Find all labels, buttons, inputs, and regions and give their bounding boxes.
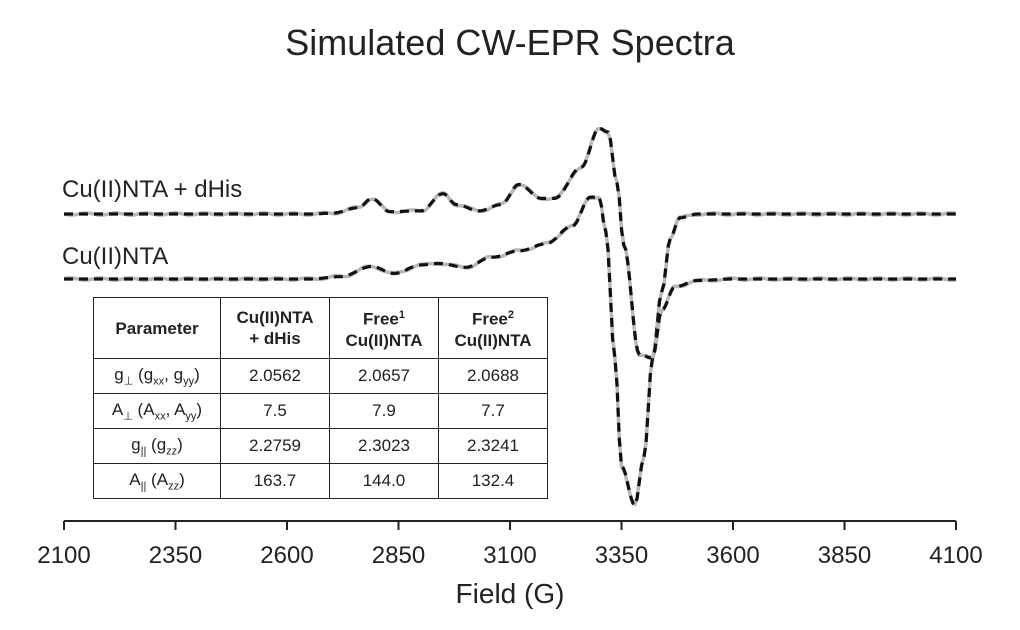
table-cell: 144.0 bbox=[329, 463, 439, 499]
x-tick-label: 3350 bbox=[595, 542, 648, 569]
series-simulated-0 bbox=[64, 126, 956, 360]
x-tick-label: 2600 bbox=[260, 542, 313, 569]
row-label: g⊥ (gxx, gyy) bbox=[93, 358, 221, 394]
table-cell: 7.9 bbox=[329, 393, 439, 429]
series-label-dhis: Cu(II)NTA + dHis bbox=[62, 176, 243, 203]
x-tick-label: 3600 bbox=[706, 542, 759, 569]
header-free-1: Free1 Cu(II)NTA bbox=[329, 297, 439, 359]
table-cell: 2.0688 bbox=[438, 358, 548, 394]
table-row: g|| (gzz) 2.2759 2.3023 2.3241 bbox=[93, 428, 548, 464]
table-row: g⊥ (gxx, gyy) 2.0562 2.0657 2.0688 bbox=[93, 358, 548, 394]
x-tick-label: 3100 bbox=[483, 542, 536, 569]
series-simulated-1 bbox=[64, 195, 956, 507]
table-header-row: Parameter Cu(II)NTA + dHis Free1 Cu(II)NTA… bbox=[93, 297, 548, 359]
x-tick-label: 2100 bbox=[37, 542, 90, 569]
table-cell: 2.3023 bbox=[329, 428, 439, 464]
chart-title: Simulated CW-EPR Spectra bbox=[285, 22, 735, 63]
table-cell: 132.4 bbox=[438, 463, 548, 499]
table-cell: 7.7 bbox=[438, 393, 548, 429]
header-free-2: Free2 Cu(II)NTA bbox=[438, 297, 548, 359]
x-tick-label: 2350 bbox=[149, 542, 202, 569]
spectra bbox=[63, 126, 957, 507]
series-label-free: Cu(II)NTA bbox=[62, 243, 169, 270]
x-tick-label: 3850 bbox=[818, 542, 871, 569]
table-cell: 2.3241 bbox=[438, 428, 548, 464]
table-cell: 2.0562 bbox=[220, 358, 330, 394]
header-dhis: Cu(II)NTA + dHis bbox=[220, 297, 330, 359]
table-cell: 2.2759 bbox=[220, 428, 330, 464]
x-axis-label: Field (G) bbox=[455, 578, 565, 609]
x-tick-label: 2850 bbox=[372, 542, 425, 569]
parameter-table: Parameter Cu(II)NTA + dHis Free1 Cu(II)NTA… bbox=[93, 297, 548, 499]
row-label: A⊥ (Axx, Ayy) bbox=[93, 393, 221, 429]
header-parameter: Parameter bbox=[93, 297, 221, 359]
table-cell: 2.0657 bbox=[329, 358, 439, 394]
table-cell: 163.7 bbox=[220, 463, 330, 499]
table-row: A|| (Azz) 163.7 144.0 132.4 bbox=[93, 463, 548, 499]
table-cell: 7.5 bbox=[220, 393, 330, 429]
row-label: A|| (Azz) bbox=[93, 463, 221, 499]
table-row: A⊥ (Axx, Ayy) 7.5 7.9 7.7 bbox=[93, 393, 548, 429]
row-label: g|| (gzz) bbox=[93, 428, 221, 464]
x-axis: 2100 2350 2600 2850 3100 3350 3600 3850 4100 bbox=[37, 520, 983, 569]
x-tick-label: 4100 bbox=[929, 542, 982, 569]
